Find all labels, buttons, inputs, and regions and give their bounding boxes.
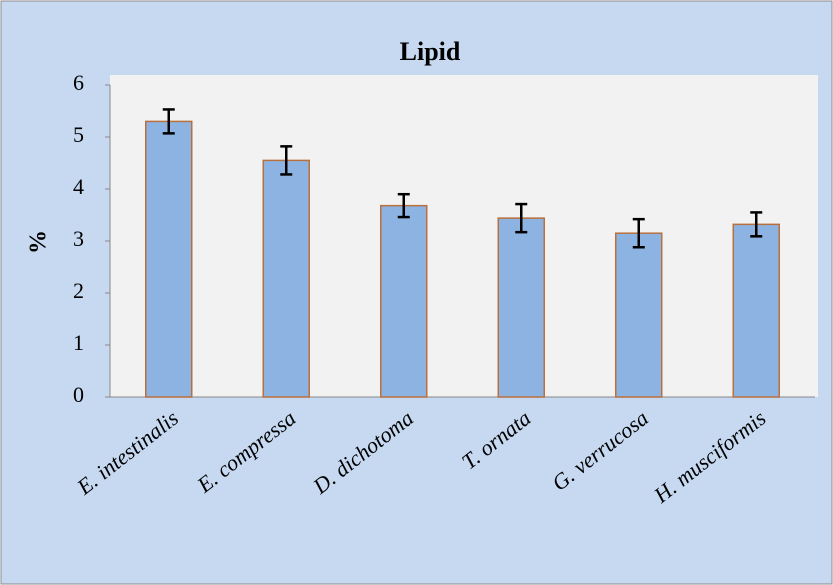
y-axis-label: %: [26, 230, 52, 254]
y-tick-label: 3: [73, 226, 84, 251]
y-tick-label: 1: [73, 330, 84, 355]
bar: [262, 159, 310, 398]
y-tick-label: 4: [73, 174, 84, 199]
error-bar: [397, 192, 410, 219]
error-bar: [632, 217, 645, 249]
error-bar: [515, 202, 528, 234]
bar: [732, 223, 780, 398]
y-tick-label: 6: [73, 70, 84, 95]
bar: [615, 232, 663, 398]
error-bar: [280, 145, 293, 176]
y-tick-label: 0: [73, 382, 84, 407]
chart-title: Lipid: [400, 37, 461, 66]
error-bar: [162, 108, 175, 135]
bar: [497, 217, 545, 398]
y-tick-label: 2: [73, 278, 84, 303]
plot-area: [110, 75, 818, 397]
bar: [145, 120, 193, 398]
y-tick-label: 5: [73, 122, 84, 147]
error-bar: [750, 211, 763, 238]
bar: [380, 204, 428, 398]
